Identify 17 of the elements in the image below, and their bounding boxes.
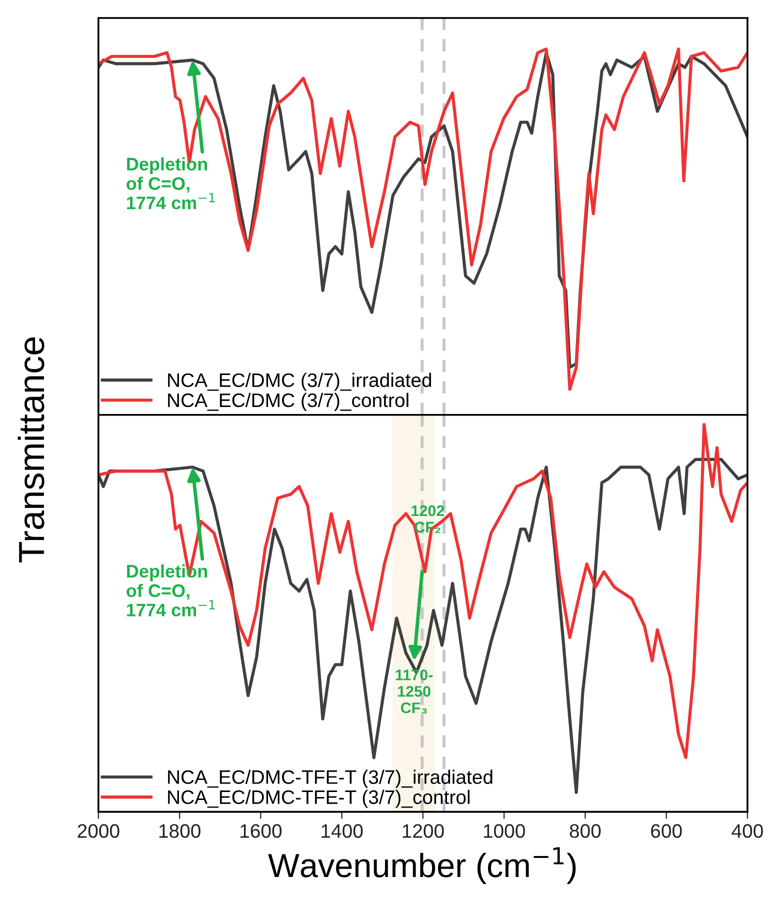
x-tick-label: 1800 <box>159 824 200 838</box>
legend-label: NCA_EC/DMC (3/7)_control <box>168 392 408 411</box>
legend-label: NCA_EC/DMC-TFE-T (3/7)_control <box>168 790 470 808</box>
x-tick-label: 1600 <box>240 824 282 838</box>
annotation: Depletion of C=O, 1774 cm$^{−1}$ <box>126 157 215 210</box>
x-tick-label: 1200 <box>402 824 444 838</box>
legend-label: NCA_EC/DMC-TFE-T (3/7)_irradiated <box>168 770 492 788</box>
x-tick-label: 2000 <box>78 824 120 838</box>
annotation: 1170- 1250 CF₃ <box>396 670 433 714</box>
x-tick-label: 800 <box>570 824 601 838</box>
legend-label: NCA_EC/DMC (3/7)_irradiated <box>168 372 432 391</box>
x-axis-title: Wavenumber (cm$^{−1}$) <box>268 847 576 884</box>
x-tick-label: 600 <box>651 824 682 838</box>
y-axis-title: Transmittance <box>18 337 44 562</box>
x-tick-label: 1400 <box>322 824 363 838</box>
x-tick-label: 400 <box>732 824 763 838</box>
x-tick-label: 1000 <box>484 824 525 838</box>
